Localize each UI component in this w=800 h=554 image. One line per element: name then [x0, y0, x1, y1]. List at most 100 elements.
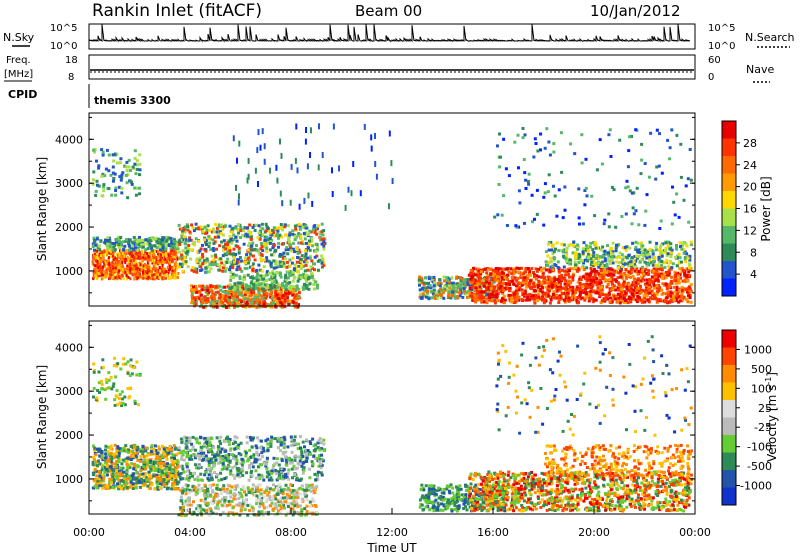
backscatter-pixel: [111, 165, 115, 169]
backscatter-pixel: [510, 296, 514, 300]
backscatter-pixel: [190, 284, 194, 288]
backscatter-pixel: [645, 193, 649, 197]
backscatter-pixel: [265, 235, 269, 239]
backscatter-pixel: [92, 170, 96, 174]
backscatter-pixel: [643, 162, 647, 165]
backscatter-pixel: [521, 281, 525, 285]
backscatter-pixel: [295, 287, 299, 291]
backscatter-pixel: [136, 240, 139, 244]
backscatter-pixel: [578, 288, 582, 291]
backscatter-pixel: [652, 296, 656, 300]
backscatter-pixel: [102, 273, 104, 277]
backscatter-pixel: [113, 269, 116, 273]
backscatter-pixel: [495, 298, 499, 302]
backscatter-pixel: [485, 276, 489, 280]
backscatter-pixel: [627, 261, 631, 265]
backscatter-pixel: [106, 239, 110, 242]
backscatter-pixel: [455, 282, 459, 286]
backscatter-pixel: [262, 277, 266, 281]
backscatter-pixel: [112, 245, 116, 249]
backscatter-pixel: [282, 265, 286, 268]
backscatter-pixel: [648, 255, 652, 259]
backscatter-pixel: [519, 271, 523, 275]
backscatter-pixel: [176, 276, 179, 279]
backscatter-pixel: [100, 273, 103, 277]
backscatter-pixel: [447, 277, 451, 281]
backscatter-pixel: [638, 260, 642, 264]
backscatter-pixel: [663, 250, 667, 254]
backscatter-pixel: [260, 287, 264, 291]
backscatter-pixel: [153, 277, 156, 281]
backscatter-pixel: [133, 263, 136, 267]
backscatter-pixel: [165, 238, 169, 242]
backscatter-pixel: [552, 292, 556, 296]
backscatter-pixel: [243, 266, 247, 270]
backscatter-pixel: [285, 265, 289, 269]
backscatter-pixel: [179, 238, 183, 242]
backscatter-pixel: [165, 242, 169, 246]
backscatter-pixel: [450, 294, 454, 298]
backscatter-pixel: [260, 233, 264, 237]
backscatter-pixel: [223, 285, 227, 289]
backscatter-pixel: [295, 296, 299, 300]
backscatter-pixel: [686, 177, 690, 181]
backscatter-pixel: [186, 225, 190, 229]
backscatter-pixel: [256, 236, 260, 240]
backscatter-pixel: [121, 171, 125, 175]
backscatter-pixel: [648, 240, 652, 244]
backscatter-pixel: [565, 246, 569, 250]
backscatter-pixel: [232, 256, 236, 260]
backscatter-pixel: [471, 298, 475, 302]
backscatter-pixel: [105, 148, 109, 152]
backscatter-pixel: [301, 225, 305, 229]
backscatter-pixel: [96, 270, 99, 274]
backscatter-pixel: [489, 287, 493, 291]
backscatter-pixel: [547, 140, 551, 144]
backscatter-pixel: [159, 258, 162, 262]
backscatter-pixel: [269, 263, 273, 267]
backscatter-pixel: [257, 283, 261, 287]
backscatter-pixel: [146, 247, 150, 251]
backscatter-pixel: [491, 277, 494, 281]
backscatter-pixel: [109, 173, 113, 177]
backscatter-pixel: [151, 273, 153, 277]
backscatter-pixel: [503, 276, 507, 279]
backscatter-pixel: [211, 238, 215, 242]
backscatter-pixel: [134, 267, 137, 271]
backscatter-pixel: [675, 288, 679, 291]
backscatter-pixel: [285, 246, 289, 250]
backscatter-pixel: [231, 262, 235, 266]
backscatter-pixel: [236, 228, 240, 231]
backscatter-pixel: [304, 274, 308, 278]
backscatter-pixel: [180, 257, 184, 261]
backscatter-pixel: [481, 281, 485, 285]
backscatter-pixel: [221, 233, 225, 237]
backscatter-pixel: [640, 158, 644, 162]
backscatter-pixel: [524, 268, 528, 272]
backscatter-pixel: [204, 241, 208, 244]
backscatter-pixel: [619, 269, 622, 273]
backscatter-pixel: [612, 294, 616, 298]
backscatter-pixel: [591, 248, 595, 252]
backscatter-pixel: [199, 247, 203, 251]
backscatter-pixel: [277, 245, 280, 249]
backscatter-pixel: [119, 249, 121, 253]
backscatter-pixel: [685, 275, 689, 279]
backscatter-pixel: [96, 262, 99, 266]
backscatter-pixel: [293, 305, 297, 309]
backscatter-pixel: [209, 248, 213, 252]
backscatter-pixel: [237, 291, 241, 295]
backscatter-pixel: [121, 273, 123, 277]
backscatter-pixel: [565, 291, 569, 295]
backscatter-pixel: [91, 260, 94, 264]
backscatter-pixel: [162, 258, 165, 262]
backscatter-pixel: [176, 257, 179, 261]
backscatter-pixel: [110, 262, 113, 266]
backscatter-pixel: [590, 194, 594, 198]
backscatter-pixel: [315, 245, 319, 249]
backscatter-pixel: [113, 267, 116, 271]
backscatter-pixel: [135, 237, 139, 241]
backscatter-pixel: [211, 284, 214, 288]
backscatter-pixel: [598, 293, 602, 297]
